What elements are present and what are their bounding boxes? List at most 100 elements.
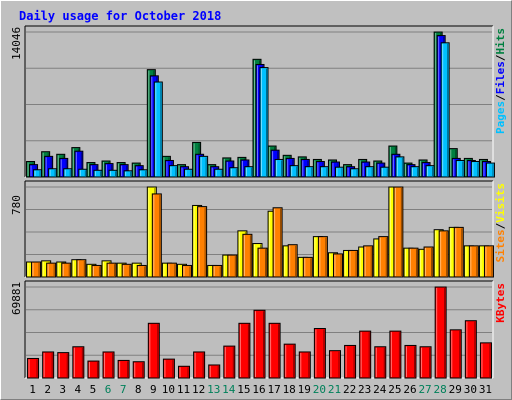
bar-sites — [197, 206, 208, 278]
bar-body — [123, 170, 133, 178]
bar-sites — [31, 261, 42, 278]
bar-kbytes — [268, 322, 281, 379]
bar-pages — [184, 168, 194, 178]
bar-pages — [153, 81, 163, 178]
x-tick-label: 29 — [449, 383, 462, 396]
bar-kbytes — [344, 344, 357, 379]
x-tick-label: 20 — [313, 383, 326, 396]
bar-body — [334, 166, 344, 178]
bar-body — [423, 246, 434, 278]
bar-kbytes — [223, 345, 236, 379]
bar-body — [121, 263, 132, 278]
bar-sites — [453, 226, 464, 278]
bar-body — [395, 156, 405, 178]
bar-body — [410, 166, 420, 178]
bar-pages — [138, 169, 148, 178]
x-tick-label: 16 — [252, 383, 265, 396]
x-tick-label: 18 — [283, 383, 296, 396]
bar-sites — [287, 244, 298, 278]
x-tick-label: 23 — [358, 383, 371, 396]
bar-pages — [395, 156, 405, 178]
bar-body — [106, 262, 117, 278]
x-tick-label: 14 — [222, 383, 236, 396]
bar-body — [166, 262, 177, 278]
bar-body — [31, 261, 42, 278]
bar-body — [197, 206, 208, 278]
bar-body — [317, 236, 328, 278]
y-max-label: 780 — [10, 195, 23, 215]
bar-body — [102, 351, 115, 379]
bar-pages — [425, 165, 435, 178]
legend-visits: Visits — [494, 183, 507, 223]
bar-body — [344, 344, 357, 379]
bar-pages — [229, 167, 239, 178]
bar-body — [380, 166, 390, 178]
y-max-label: 69881 — [10, 282, 23, 315]
bar-sites — [46, 262, 57, 278]
bar-body — [153, 81, 163, 178]
bar-kbytes — [313, 328, 326, 379]
bar-kbytes — [449, 329, 462, 379]
bar-kbytes — [87, 360, 100, 379]
bar-body — [389, 330, 402, 379]
bar-body — [208, 364, 221, 379]
bar-body — [244, 166, 254, 178]
chart-panels: 14046Pages/Files/Hits780Sites/Visits6988… — [10, 25, 507, 379]
x-tick-label: 8 — [135, 383, 142, 396]
bar-pages — [319, 166, 329, 178]
bar-body — [302, 256, 313, 278]
legend-files: Files — [494, 61, 507, 94]
bar-kbytes — [283, 343, 296, 379]
bar-body — [404, 344, 417, 379]
bar-body — [193, 351, 206, 379]
bar-body — [468, 245, 479, 278]
bar-pages — [485, 162, 495, 178]
bar-body — [33, 169, 43, 178]
x-tick-label: 4 — [75, 383, 82, 396]
bar-body — [485, 162, 495, 178]
bar-body — [419, 346, 432, 379]
bar-pages — [48, 168, 58, 178]
series-legend: Pages/Files/Hits — [494, 28, 507, 134]
bar-sites — [378, 236, 389, 278]
chart-title: Daily usage for October 2018 — [19, 9, 221, 23]
bar-sites — [468, 245, 479, 278]
legend-separator: / — [494, 222, 507, 229]
x-tick-label: 27 — [418, 383, 431, 396]
bar-sites — [483, 245, 494, 278]
x-tick-label: 17 — [267, 383, 280, 396]
x-tick-label: 12 — [192, 383, 205, 396]
bar-kbytes — [193, 351, 206, 379]
bar-body — [91, 264, 102, 278]
x-tick-label: 2 — [44, 383, 51, 396]
x-tick-label: 11 — [177, 383, 190, 396]
bar-body — [178, 365, 191, 379]
bar-body — [78, 168, 88, 178]
x-tick-label: 15 — [237, 383, 250, 396]
bar-body — [42, 351, 55, 379]
bar-pages — [214, 168, 224, 178]
bar-kbytes — [389, 330, 402, 379]
bar-body — [374, 346, 387, 379]
bar-pages — [78, 168, 88, 178]
bar-body — [304, 166, 314, 178]
bar-body — [151, 193, 162, 278]
bar-kbytes — [479, 342, 492, 379]
bar-body — [274, 158, 284, 178]
legend-separator: / — [494, 54, 507, 61]
bar-body — [283, 343, 296, 379]
y-max-label: 14046 — [10, 27, 23, 60]
bar-body — [272, 207, 283, 278]
x-tick-label: 1 — [29, 383, 36, 396]
bar-body — [168, 165, 178, 178]
legend-hits: Hits — [494, 28, 507, 55]
bar-body — [363, 245, 374, 278]
bar-sites — [227, 254, 238, 278]
bar-sites — [393, 186, 404, 278]
bar-pages — [470, 161, 480, 178]
bar-sites — [438, 230, 449, 278]
bar-body — [479, 342, 492, 379]
legend-sites: Sites — [494, 229, 507, 262]
